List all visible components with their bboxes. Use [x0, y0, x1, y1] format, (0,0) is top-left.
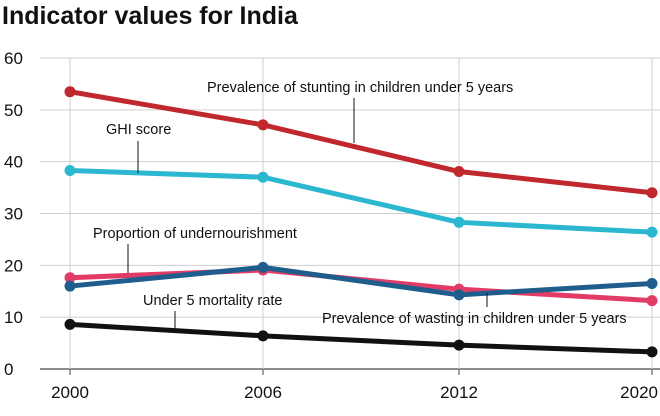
data-point-wasting	[453, 289, 465, 301]
axes: 0 10 20 30 40 50 60 2000 2006 2012 2020	[4, 49, 658, 402]
series-line-wasting	[67, 264, 655, 298]
y-tick-label: 40	[4, 153, 23, 172]
annotation-ghi-score: GHI score	[106, 122, 171, 138]
data-point-ghi-score	[257, 171, 269, 183]
data-point-under5-mortality	[646, 346, 658, 358]
chart-title: Indicator values for India	[2, 2, 299, 30]
data-point-undernourishment	[64, 272, 76, 284]
x-tick-label: 2006	[244, 383, 282, 402]
data-point-ghi-score	[646, 226, 658, 238]
y-tick-label: 30	[4, 205, 23, 224]
data-point-ghi-score	[64, 164, 76, 176]
annotation-wasting: Prevalence of wasting in children under …	[322, 311, 627, 327]
data-point-wasting	[646, 277, 658, 289]
data-point-wasting	[257, 261, 269, 273]
data-point-wasting	[64, 280, 76, 292]
data-point-ghi-score	[453, 216, 465, 228]
data-point-stunting	[64, 86, 76, 98]
y-tick-label: 60	[4, 49, 23, 68]
y-tick-label: 50	[4, 101, 23, 120]
grid	[40, 57, 660, 370]
series-group	[64, 86, 658, 358]
y-tick-label: 20	[4, 256, 23, 275]
annotation-undernourishment: Proportion of undernourishment	[93, 226, 297, 242]
data-point-under5-mortality	[453, 339, 465, 351]
data-point-under5-mortality	[257, 330, 269, 342]
series-line-ghi-score	[67, 167, 655, 235]
data-point-undernourishment	[646, 295, 658, 307]
annotation-stunting: Prevalence of stunting in children under…	[207, 80, 513, 96]
data-point-stunting	[646, 187, 658, 199]
series-line-stunting	[67, 89, 655, 196]
data-point-stunting	[257, 119, 269, 131]
y-tick-label: 10	[4, 308, 23, 327]
annotation-under5-mortality: Under 5 mortality rate	[143, 293, 282, 309]
y-tick-label: 0	[4, 360, 13, 379]
annotations: Prevalence of stunting in children under…	[93, 80, 627, 333]
data-point-under5-mortality	[64, 318, 76, 330]
x-tick-label: 2012	[440, 383, 478, 402]
data-point-stunting	[453, 166, 465, 178]
x-tick-label: 2020	[620, 383, 658, 402]
series-line-under5-mortality	[67, 321, 655, 355]
x-tick-label: 2000	[51, 383, 89, 402]
